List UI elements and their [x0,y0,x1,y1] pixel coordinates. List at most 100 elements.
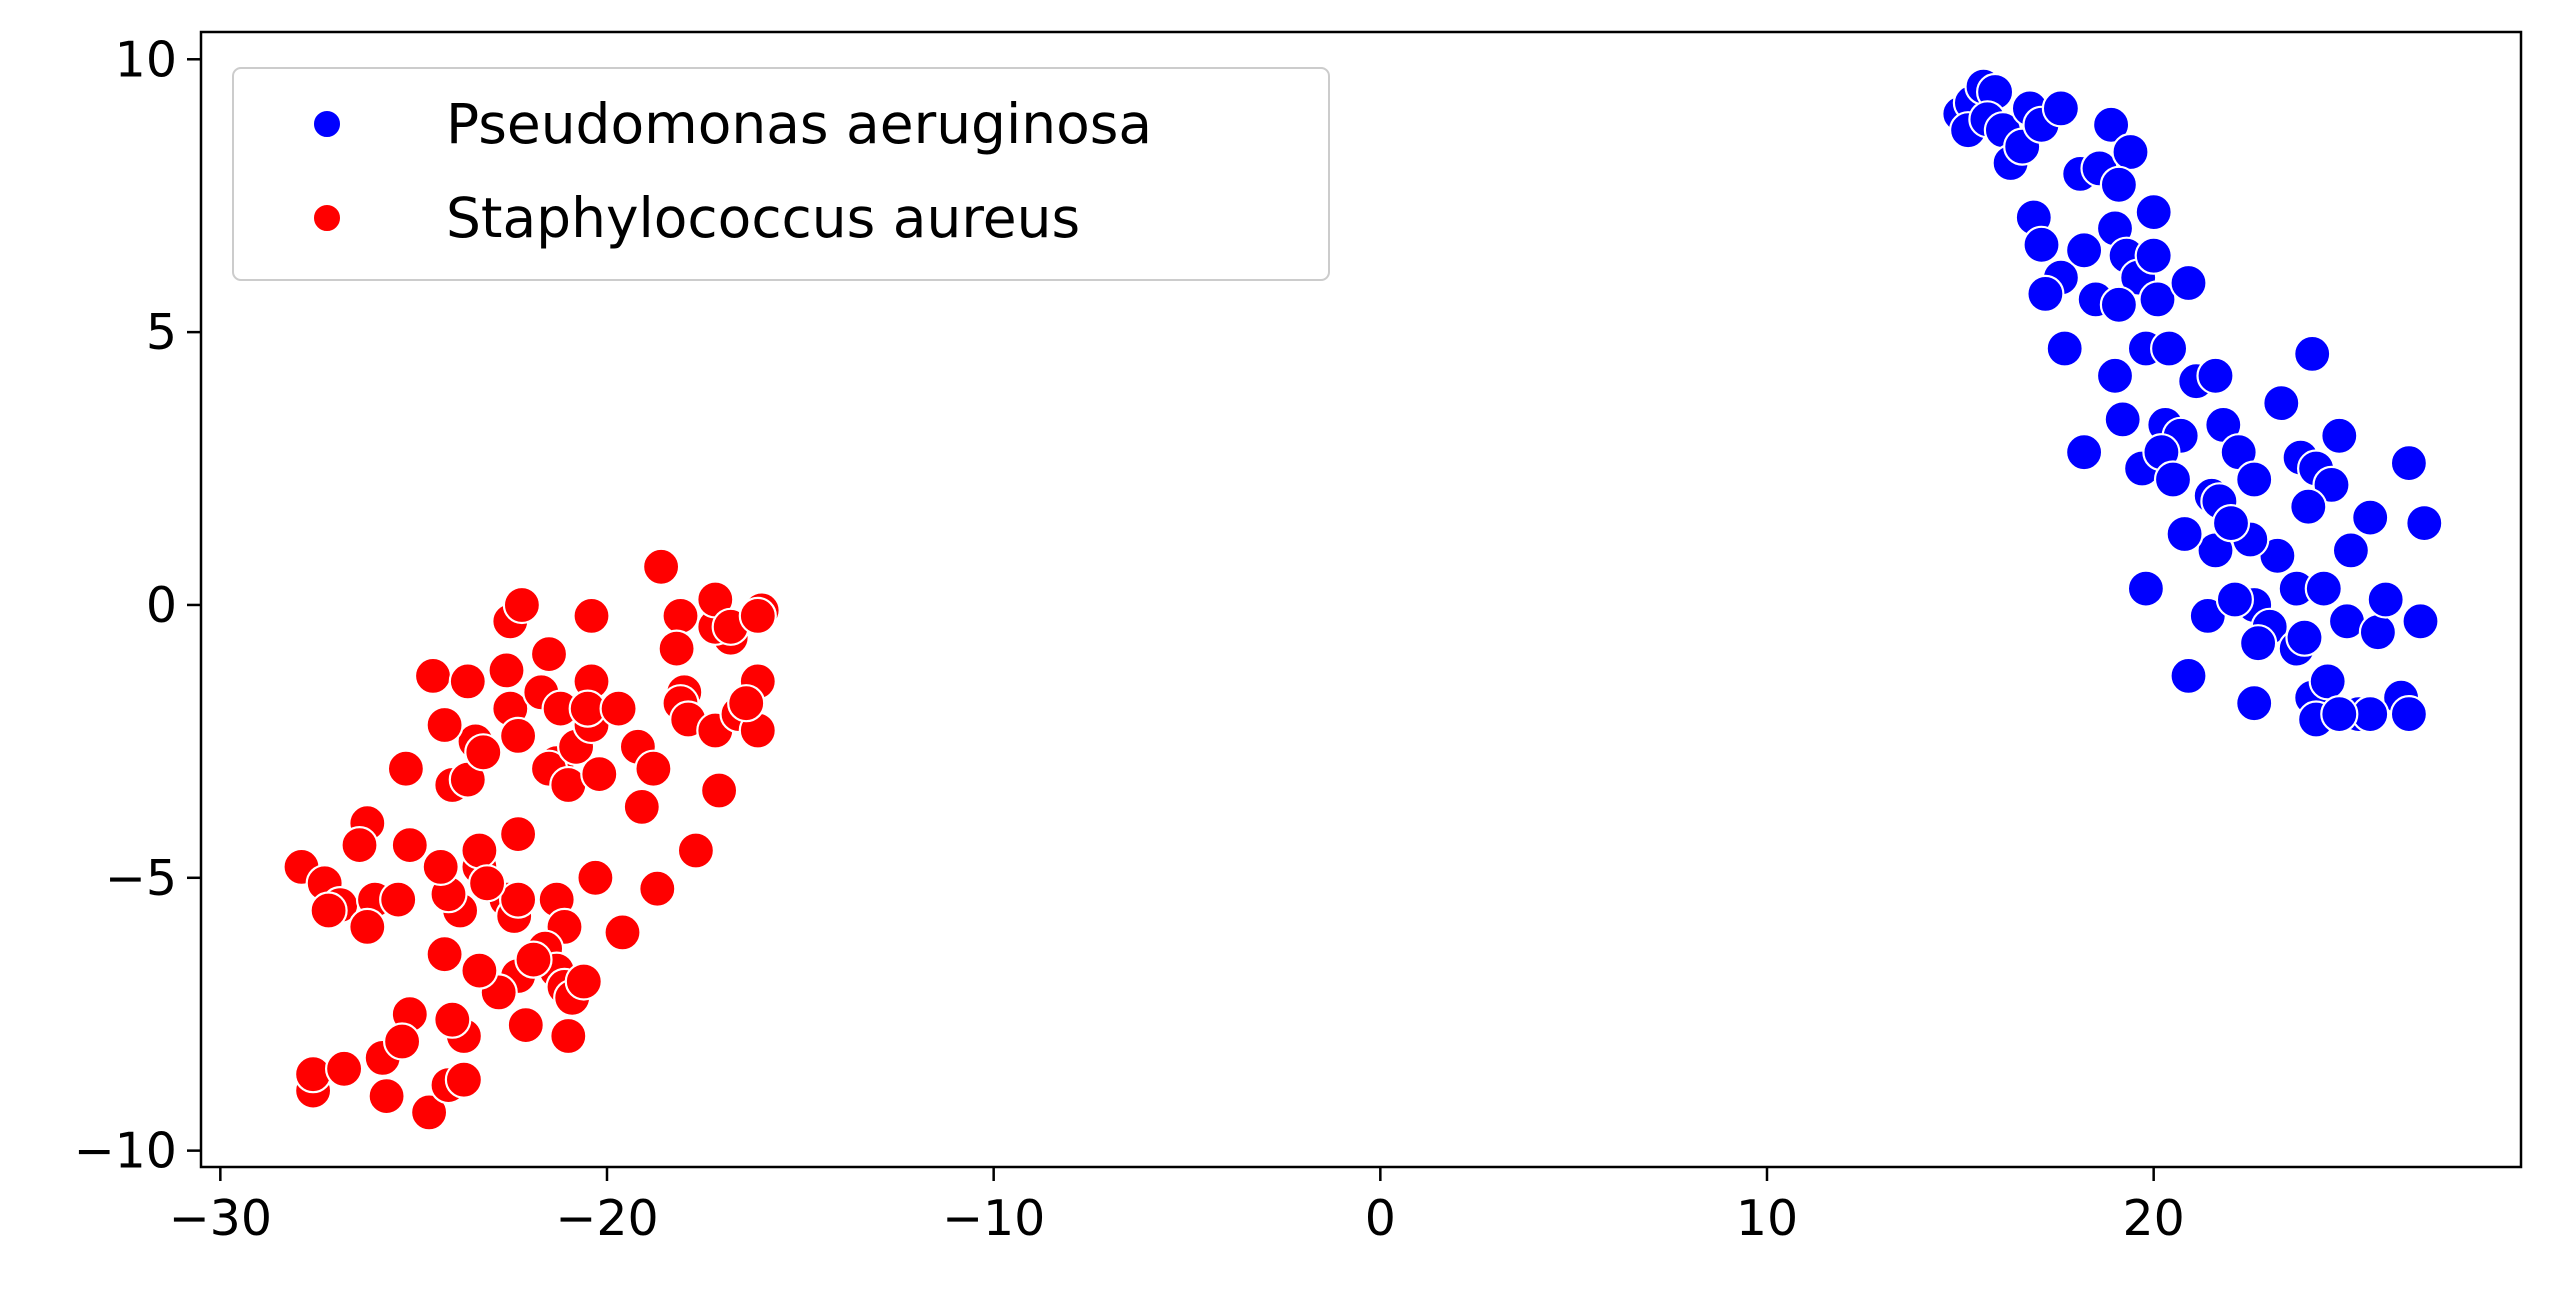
data-point [294,1055,333,1094]
data-point [661,596,700,636]
axes-layer: −30 −20 −10 0 10 20 10 5 0 −5 −10 [74,31,2185,1247]
data-point [2022,225,2061,264]
data-point [410,1093,449,1132]
data-point [638,869,677,908]
data-point [2401,602,2440,641]
data-point [325,1049,364,1088]
data-point [657,629,696,668]
series-1 [1941,67,2444,739]
data-point [498,880,538,919]
x-tick-label: −20 [555,1190,658,1247]
data-point [502,585,542,625]
y-tick-label: 10 [115,31,177,88]
data-point [2099,165,2138,204]
data-point [425,705,464,745]
data-point [529,634,569,674]
data-point [2366,580,2405,619]
data-point [2235,460,2274,499]
x-tick-label: −30 [169,1190,272,1247]
data-point [498,716,538,756]
data-point [383,1022,422,1061]
data-point [2312,465,2351,504]
data-point [2045,329,2084,368]
data-point [487,651,526,690]
data-point [727,684,766,723]
legend: Pseudomonas aeruginosa Staphylococcus aur… [232,67,1330,281]
data-point [2405,503,2444,543]
data-point [2026,274,2065,313]
data-point [2138,280,2177,319]
data-point [2304,569,2343,608]
data-point [460,831,499,870]
data-point [2150,329,2189,368]
legend-marker [312,109,342,139]
data-point [622,787,661,827]
data-point [367,1076,406,1116]
data-point [348,907,387,947]
data-point [549,1016,588,1056]
data-point [460,951,499,990]
y-tick-label: 0 [146,577,177,634]
data-point [2351,498,2390,537]
data-point [309,891,348,930]
data-point [390,825,429,865]
x-tick-label: −10 [942,1190,1045,1247]
data-point [2169,263,2208,303]
data-point [699,771,739,810]
data-point [2235,684,2274,723]
data-point [2320,416,2359,455]
data-point [433,1000,472,1039]
data-point [2134,193,2173,232]
data-point [564,962,603,1001]
data-point [379,880,418,919]
y-tick-label: −5 [105,850,177,907]
legend-label: Staphylococcus aureus [446,186,1080,250]
data-point [2099,285,2138,324]
data-point [2092,105,2131,144]
data-point [2389,694,2428,734]
data-point [506,1005,545,1045]
data-point [2289,487,2328,526]
data-point [2215,580,2254,619]
data-point [2126,569,2165,608]
data-point [676,831,716,870]
data-point [2262,384,2301,423]
data-point [386,749,425,788]
data-point [2196,356,2235,395]
data-point [2103,400,2142,439]
data-point [738,596,777,636]
data-point [2293,334,2332,373]
legend-marker [312,203,342,233]
data-point [2320,694,2359,734]
data-point [2134,236,2173,275]
data-point [340,825,379,865]
data-point [2041,89,2080,128]
data-point [2065,231,2104,270]
data-point [421,847,460,887]
data-point [464,733,503,772]
x-tick-label: 20 [2122,1190,2184,1247]
plot-frame [199,30,2523,1169]
x-tick-label: 0 [1365,1190,1396,1247]
data-point [448,662,487,701]
data-point [413,656,453,696]
data-point [2389,444,2428,483]
data-point [468,864,507,903]
data-point [2065,433,2104,472]
data-point [498,814,538,854]
data-point [576,858,615,897]
data-point [425,935,464,974]
data-point [514,940,553,979]
data-point [2095,356,2135,395]
x-tick-label: 10 [1736,1190,1798,1247]
data-point [2211,503,2251,543]
data-point [2111,132,2150,172]
y-tick-label: −10 [74,1123,177,1180]
data-point [2169,656,2208,696]
data-point [603,913,642,952]
legend-box [232,67,1330,281]
series-2 [282,547,781,1132]
data-point [641,547,681,586]
legend-label: Pseudomonas aeruginosa [446,92,1152,156]
